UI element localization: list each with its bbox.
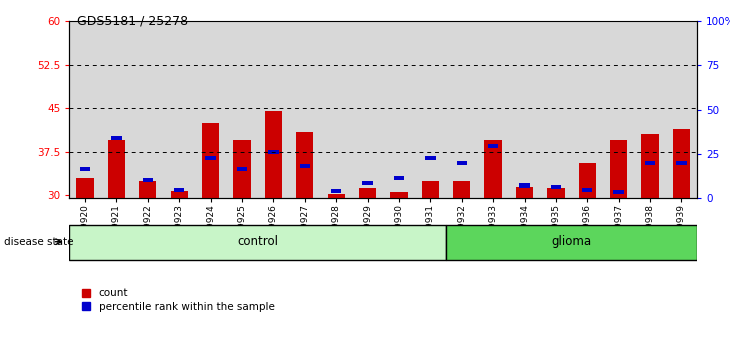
Bar xyxy=(352,21,383,198)
Bar xyxy=(582,188,593,192)
Bar xyxy=(320,21,352,198)
Bar xyxy=(237,167,247,171)
Bar xyxy=(108,140,125,198)
Bar xyxy=(171,191,188,198)
Bar xyxy=(383,21,415,198)
Bar xyxy=(425,156,436,160)
Bar xyxy=(446,21,477,198)
Bar xyxy=(603,21,634,198)
Bar xyxy=(610,140,627,198)
Bar xyxy=(174,188,185,192)
Bar xyxy=(519,183,530,188)
Bar xyxy=(226,21,258,198)
Bar xyxy=(634,21,666,198)
Bar xyxy=(359,188,376,198)
Text: GDS5181 / 25278: GDS5181 / 25278 xyxy=(77,14,188,27)
Bar xyxy=(422,181,439,198)
Bar xyxy=(540,21,572,198)
Bar xyxy=(101,21,132,198)
Bar xyxy=(142,178,153,182)
Bar xyxy=(453,181,470,198)
Bar xyxy=(299,164,310,169)
Bar xyxy=(509,21,540,198)
Bar xyxy=(111,136,122,141)
Bar xyxy=(80,167,91,171)
Bar xyxy=(69,21,101,198)
Bar xyxy=(548,188,564,198)
Bar xyxy=(550,184,561,189)
Bar xyxy=(331,189,342,193)
Legend: count, percentile rank within the sample: count, percentile rank within the sample xyxy=(82,289,274,312)
Bar xyxy=(446,225,697,260)
Bar xyxy=(391,193,407,198)
Bar xyxy=(642,135,658,198)
Bar xyxy=(258,21,289,198)
Bar xyxy=(296,131,313,198)
Bar xyxy=(205,156,216,160)
Bar xyxy=(572,21,603,198)
Bar xyxy=(666,21,697,198)
Bar xyxy=(516,187,533,198)
Bar xyxy=(132,21,164,198)
Bar xyxy=(268,150,279,154)
Bar xyxy=(488,144,499,148)
Bar xyxy=(362,181,373,184)
Text: glioma: glioma xyxy=(552,235,591,248)
Bar xyxy=(456,161,467,165)
Bar xyxy=(415,21,446,198)
Bar xyxy=(289,21,320,198)
Bar xyxy=(485,140,502,198)
Bar xyxy=(477,21,509,198)
Bar xyxy=(69,225,446,260)
Bar xyxy=(579,164,596,198)
Bar xyxy=(164,21,195,198)
Bar xyxy=(393,176,404,180)
Bar xyxy=(195,21,226,198)
Bar xyxy=(202,123,219,198)
Bar xyxy=(139,181,156,198)
Bar xyxy=(673,129,690,198)
Bar xyxy=(234,140,250,198)
Text: disease state: disease state xyxy=(4,237,73,247)
Bar xyxy=(645,161,656,165)
Bar xyxy=(77,178,93,198)
Bar xyxy=(676,161,687,165)
Bar xyxy=(328,194,345,198)
Text: control: control xyxy=(237,235,278,248)
Bar xyxy=(265,111,282,198)
Bar xyxy=(613,190,624,194)
